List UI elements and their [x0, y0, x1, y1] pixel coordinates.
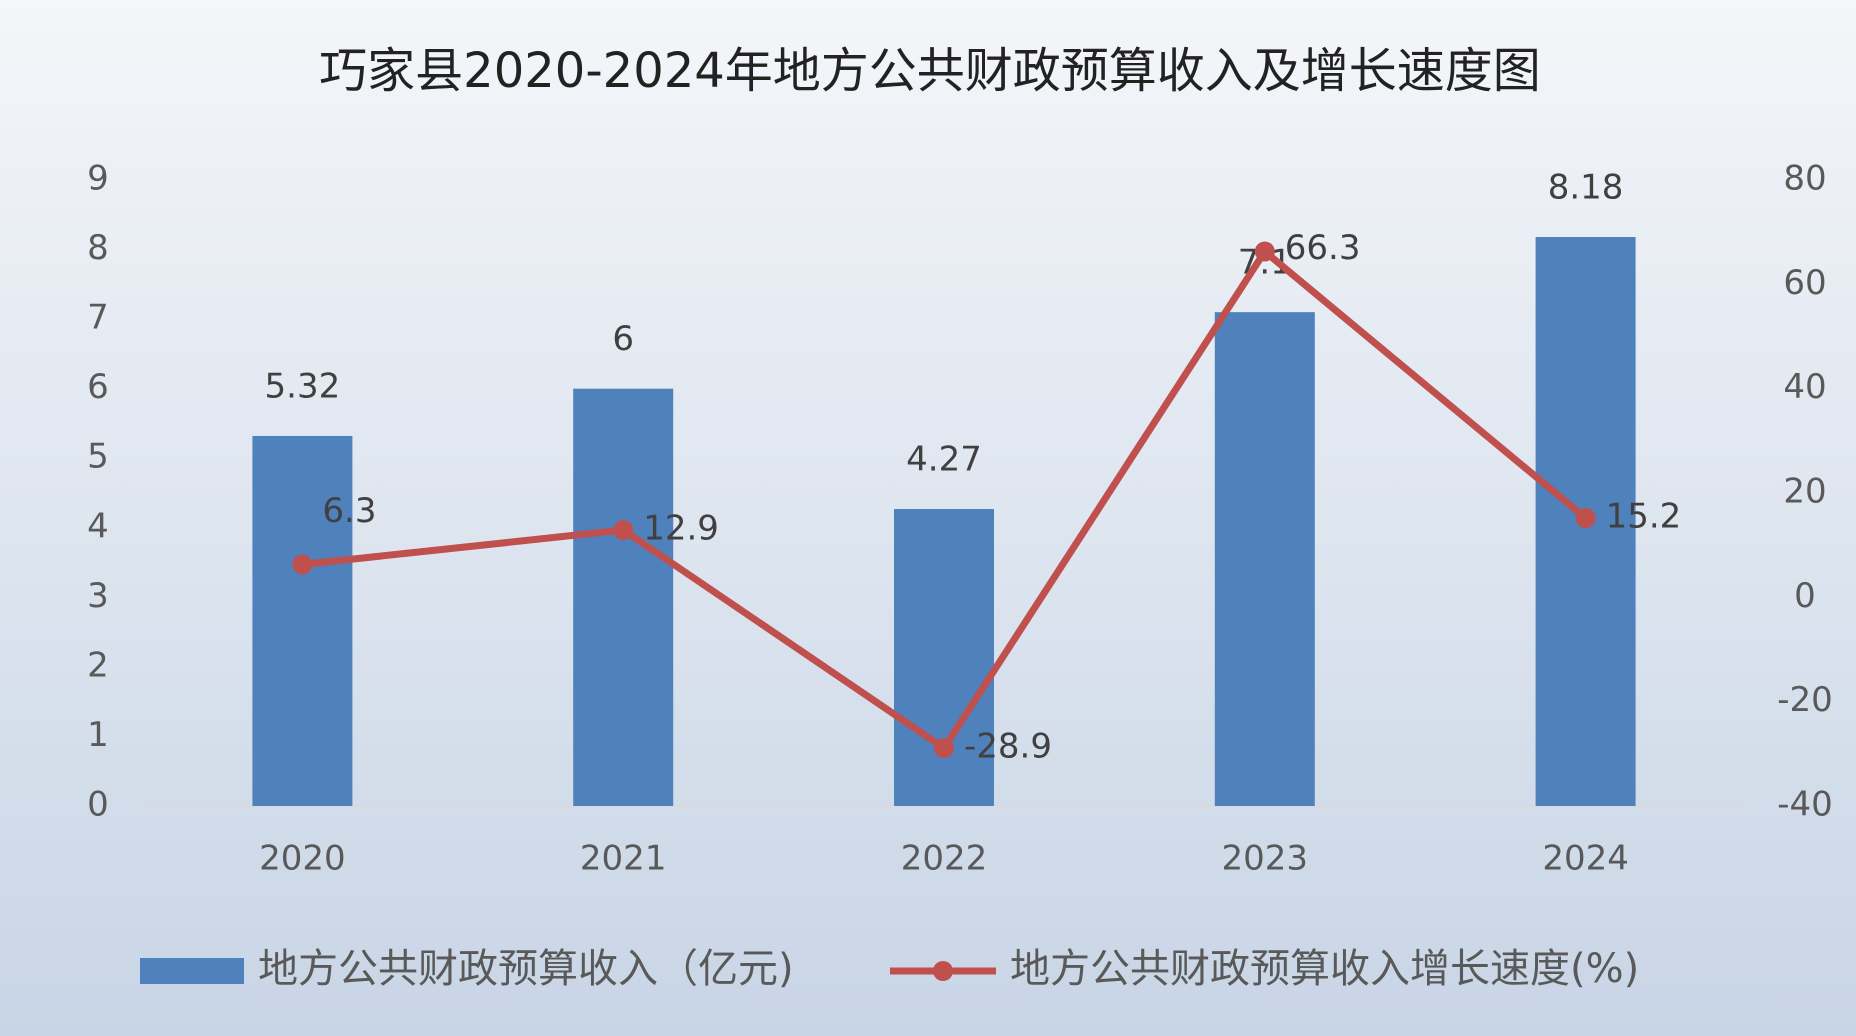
- line-marker: [1254, 241, 1275, 262]
- y-tick-label: 9: [87, 159, 109, 199]
- y-tick-label: 0: [87, 785, 109, 825]
- y-tick-label: 8: [87, 228, 109, 268]
- line-marker: [292, 554, 313, 575]
- line-marker: [613, 520, 634, 541]
- y-tick-label: 6: [87, 367, 109, 407]
- y-tick-label: 7: [87, 298, 109, 338]
- y2-tick-label: 60: [1783, 263, 1826, 303]
- line-value-label: 15.2: [1606, 497, 1682, 537]
- bar-value-label: 5.32: [265, 366, 341, 406]
- bar-value-label: 8.18: [1548, 168, 1624, 208]
- y2-tick-label: -20: [1777, 680, 1833, 720]
- y-tick-label: 2: [87, 645, 109, 685]
- y-tick-label: 5: [87, 437, 109, 477]
- x-tick-label: 2022: [901, 839, 988, 879]
- x-tick-label: 2021: [580, 839, 667, 879]
- line-marker: [934, 738, 954, 759]
- x-tick-label: 2024: [1542, 839, 1629, 879]
- legend-label: 地方公共财政预算收入增长速度(%): [1010, 946, 1639, 992]
- line-value-label: 66.3: [1285, 228, 1361, 268]
- y-tick-label: 3: [87, 576, 109, 616]
- y2-tick-label: -40: [1777, 785, 1833, 825]
- x-tick-label: 2023: [1222, 839, 1309, 879]
- y2-tick-label: 80: [1783, 159, 1826, 199]
- bar-value-label: 4.27: [906, 439, 982, 479]
- line-value-label: -28.9: [964, 727, 1052, 767]
- chart-title: 巧家县2020-2024年地方公共财政预算收入及增长速度图: [319, 43, 1541, 99]
- bar: [1214, 312, 1315, 806]
- y2-tick-label: 40: [1783, 367, 1826, 407]
- x-tick-label: 2020: [259, 839, 346, 879]
- legend-swatch: [140, 958, 244, 984]
- line-value-label: 6.3: [322, 491, 376, 531]
- legend-swatch: [933, 961, 953, 981]
- y2-tick-label: 20: [1783, 472, 1826, 512]
- bar-value-label: 6: [612, 319, 634, 359]
- line-value-label: 12.9: [643, 509, 719, 549]
- y2-tick-label: 0: [1794, 576, 1816, 616]
- bar: [573, 388, 674, 806]
- y-tick-label: 1: [87, 715, 109, 755]
- bar: [252, 435, 353, 806]
- legend-label: 地方公共财政预算收入（亿元): [258, 946, 794, 992]
- y-tick-label: 4: [87, 506, 109, 546]
- line-marker: [1575, 508, 1596, 529]
